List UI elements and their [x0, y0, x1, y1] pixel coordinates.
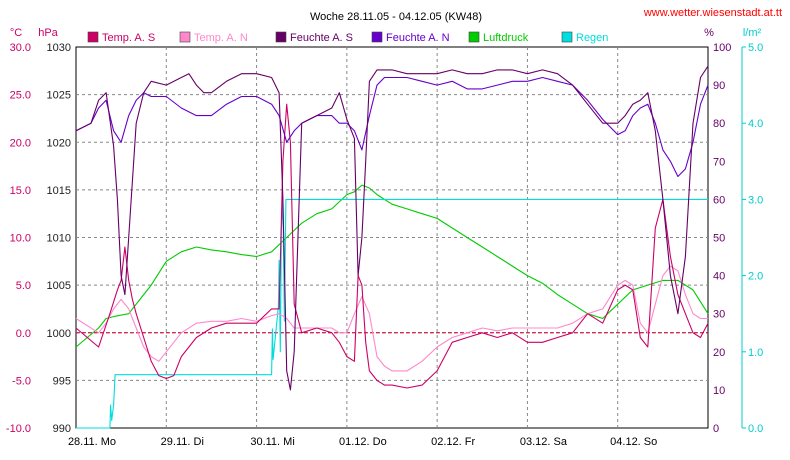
pressure-tick-label: 995	[53, 375, 71, 387]
legend-label: Temp. A. N	[194, 32, 248, 44]
temp-unit-label: °C	[10, 27, 22, 39]
humidity-tick-label: 40	[713, 271, 725, 283]
pressure-tick-label: 1010	[47, 233, 71, 245]
temp-tick-label: 25.0	[10, 90, 31, 102]
temp-tick-label: 0.0	[16, 328, 31, 340]
legend-label: Feuchte A. S	[290, 32, 353, 44]
legend-label: Luftdruck	[483, 32, 529, 44]
x-tick-label: 04.12. So	[610, 436, 657, 448]
chart-legend: Temp. A. S Temp. A. N Feuchte A. S Feuchte …	[87, 31, 608, 44]
rain-tick-label: 0.0	[748, 423, 763, 435]
x-tick-label: 02.12. Fr	[431, 436, 475, 448]
humidity-tick-label: 100	[713, 42, 731, 54]
chart-axes: -10.0 -5.0 0.0 5.0 10.0 15.0 20.0 25.0 30.0 990 99…	[6, 42, 763, 448]
humidity-tick-label: 60	[713, 194, 725, 206]
legend-swatch	[371, 31, 383, 43]
temp-tick-label: 10.0	[10, 233, 31, 245]
humidity-tick-label: 20	[713, 347, 725, 359]
series-line-temp-a-s	[75, 103, 709, 389]
x-tick-label: 01.12. Do	[339, 436, 387, 448]
temp-tick-label: 5.0	[16, 280, 31, 292]
humidity-tick-label: 30	[713, 309, 725, 321]
humidity-tick-label: 70	[713, 156, 725, 168]
rain-tick-label: 4.0	[748, 118, 763, 130]
source-link[interactable]: www.wetter.wiesenstadt.at.tt	[643, 7, 782, 19]
pressure-tick-label: 1030	[47, 42, 71, 54]
rain-tick-label: 5.0	[748, 42, 763, 54]
pressure-unit-label: hPa	[38, 27, 58, 39]
series-line-luftdruck	[75, 184, 709, 348]
rain-tick-label: 1.0	[748, 347, 763, 359]
legend-swatch	[468, 31, 480, 43]
legend-label: Regen	[576, 32, 608, 44]
pressure-tick-label: 1020	[47, 137, 71, 149]
legend-swatch	[179, 31, 191, 43]
legend-label: Temp. A. S	[102, 32, 155, 44]
temp-tick-label: -5.0	[12, 375, 31, 387]
humidity-tick-label: 50	[713, 233, 725, 245]
legend-label: Feuchte A. N	[386, 32, 450, 44]
legend-swatch	[87, 31, 99, 43]
chart-series	[75, 65, 709, 429]
humidity-tick-label: 90	[713, 80, 725, 92]
pressure-tick-label: 990	[53, 423, 71, 435]
series-line-temp-a-n	[75, 265, 708, 372]
pressure-tick-label: 1015	[47, 185, 71, 197]
temp-tick-label: 20.0	[10, 137, 31, 149]
pressure-tick-label: 1005	[47, 280, 71, 292]
series-line-regen	[76, 198, 708, 429]
rain-tick-label: 3.0	[748, 194, 763, 206]
x-tick-label: 28.11. Mo	[68, 436, 116, 448]
rain-unit-label: l/m²	[743, 27, 762, 39]
series-line-feuchte-a-n	[75, 76, 709, 178]
humidity-unit-label: %	[704, 27, 714, 39]
legend-swatch	[561, 31, 573, 43]
humidity-tick-label: 80	[713, 118, 725, 130]
pressure-tick-label: 1000	[47, 328, 71, 340]
x-tick-label: 29.11. Di	[161, 436, 204, 448]
x-tick-label: 03.12. Sa	[520, 436, 568, 448]
rain-tick-label: 2.0	[748, 271, 763, 283]
humidity-tick-label: 10	[713, 385, 725, 397]
x-tick-label: 30.11. Mi	[250, 436, 294, 448]
pressure-tick-label: 1025	[47, 90, 71, 102]
series-line-feuchte-a-s	[75, 65, 709, 391]
humidity-tick-label: 0	[713, 423, 719, 435]
chart-title: Woche 28.11.05 - 04.12.05 (KW48)	[310, 11, 482, 23]
temp-tick-label: 30.0	[10, 42, 31, 54]
temp-tick-label: 15.0	[10, 185, 31, 197]
temp-tick-label: -10.0	[6, 423, 31, 435]
legend-swatch	[275, 31, 287, 43]
